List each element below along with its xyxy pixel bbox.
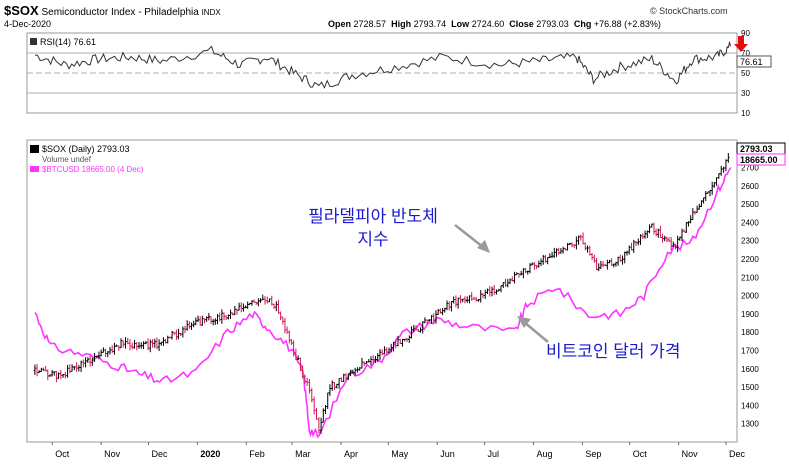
watermark: © StockCharts.com [650,6,728,16]
rsi-label-swatch [30,38,37,45]
price-axis-tick: 1500 [741,383,759,392]
chg-label: Chg [573,19,592,29]
x-tick-label: Oct [55,449,70,459]
price-axis-tick: 2000 [741,292,759,301]
price-axis-tick: 1800 [741,328,759,337]
open-value: 2728.57 [353,19,387,29]
sox-last-value: 2793.03 [740,144,773,154]
price-axis-tick: 1700 [741,346,759,355]
rsi-axis-tick: 10 [741,109,750,118]
x-tick-label: Sep [585,449,601,459]
rsi-label: RSI(14) 76.61 [40,37,96,47]
btc-last-box [736,153,786,166]
price-axis-tick: 1600 [741,365,759,374]
rsi-value-box [736,55,772,68]
annotation-sox-arrow [454,224,484,248]
low-label: Low [451,19,470,29]
rsi-series-line [34,40,732,89]
price-axis-tick: 1900 [741,310,759,319]
x-tick-label: Jun [440,449,455,459]
low-value: 2724.60 [471,19,505,29]
high-label: High [391,19,412,29]
annotation-sox-line1: 필라델피아 반도체 [308,207,438,226]
close-value: 2793.03 [536,19,569,29]
x-tick-label: Nov [104,449,121,459]
rsi-value: 76.61 [740,57,763,67]
ohlc-readout: Open 2728.57 High 2793.74 Low 2724.60 Cl… [328,19,661,29]
rsi-axis-tick: 30 [741,89,750,98]
price-panel [26,139,738,443]
price-axis-tick: 1400 [741,401,759,410]
legend-btc-swatch [30,166,39,172]
price-axis-tick: 2400 [741,218,759,227]
annotation-sox-arrowhead [477,240,490,253]
chart-date: 4-Dec-2020 [4,19,52,29]
price-axis-tick: 2100 [741,273,759,282]
x-tick-label: Nov [682,449,699,459]
btc-last-value: 18665.00 [740,155,778,165]
close-label: Close [509,19,534,29]
legend-sox-swatch [30,145,39,153]
index-name: Semiconductor Index - Philadelphia [41,7,199,18]
legend-volume: Volume undef [42,155,92,164]
red-arrow-icon [734,36,748,52]
exchange-label: INDX [201,8,221,17]
x-tick-label: Apr [344,449,358,459]
price-axis-tick: 2200 [741,255,759,264]
price-axis-tick: 2700 [741,163,759,172]
x-tick-label: Oct [633,449,648,459]
price-axis-tick: 1300 [741,420,759,429]
rsi-axis-tick: 50 [741,69,750,78]
x-tick-label: 2020 [200,449,220,459]
annotation-sox-line2: 지수 [357,230,388,249]
annotation-btc-arrowhead [517,316,531,328]
x-tick-label: Aug [536,449,552,459]
annotation-btc: 비트코인 달러 가격 [546,342,681,361]
x-tick-label: Jul [488,449,500,459]
rsi-axis-tick: 90 [741,29,750,38]
x-tick-label: Dec [729,449,746,459]
legend-sox: $SOX (Daily) 2793.03 [42,144,130,154]
symbol-title: $SOX [4,3,39,18]
x-tick-label: Dec [151,449,168,459]
x-tick-label: Mar [295,449,311,459]
chg-value: +76.88 (+2.83%) [593,19,661,29]
open-label: Open [328,19,352,29]
price-axis-tick: 2600 [741,182,759,191]
x-tick-label: Feb [249,449,265,459]
high-value: 2793.74 [413,19,447,29]
legend-btc: $BTCUSD 18665.00 (4 Dec) [42,165,144,174]
annotation-btc-arrow [523,321,549,343]
rsi-axis-tick: 70 [741,49,750,58]
price-axis-tick: 2300 [741,237,759,246]
price-axis-tick: 2500 [741,200,759,209]
x-tick-label: May [391,449,409,459]
